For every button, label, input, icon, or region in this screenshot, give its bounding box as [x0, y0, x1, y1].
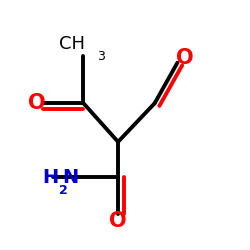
Text: 3: 3: [97, 50, 105, 63]
Text: CH: CH: [60, 35, 86, 53]
Text: 2: 2: [59, 184, 68, 197]
Text: H: H: [42, 168, 59, 187]
Text: N: N: [63, 168, 79, 187]
Text: O: O: [176, 48, 193, 68]
Text: O: O: [109, 211, 127, 231]
Text: O: O: [28, 93, 46, 113]
